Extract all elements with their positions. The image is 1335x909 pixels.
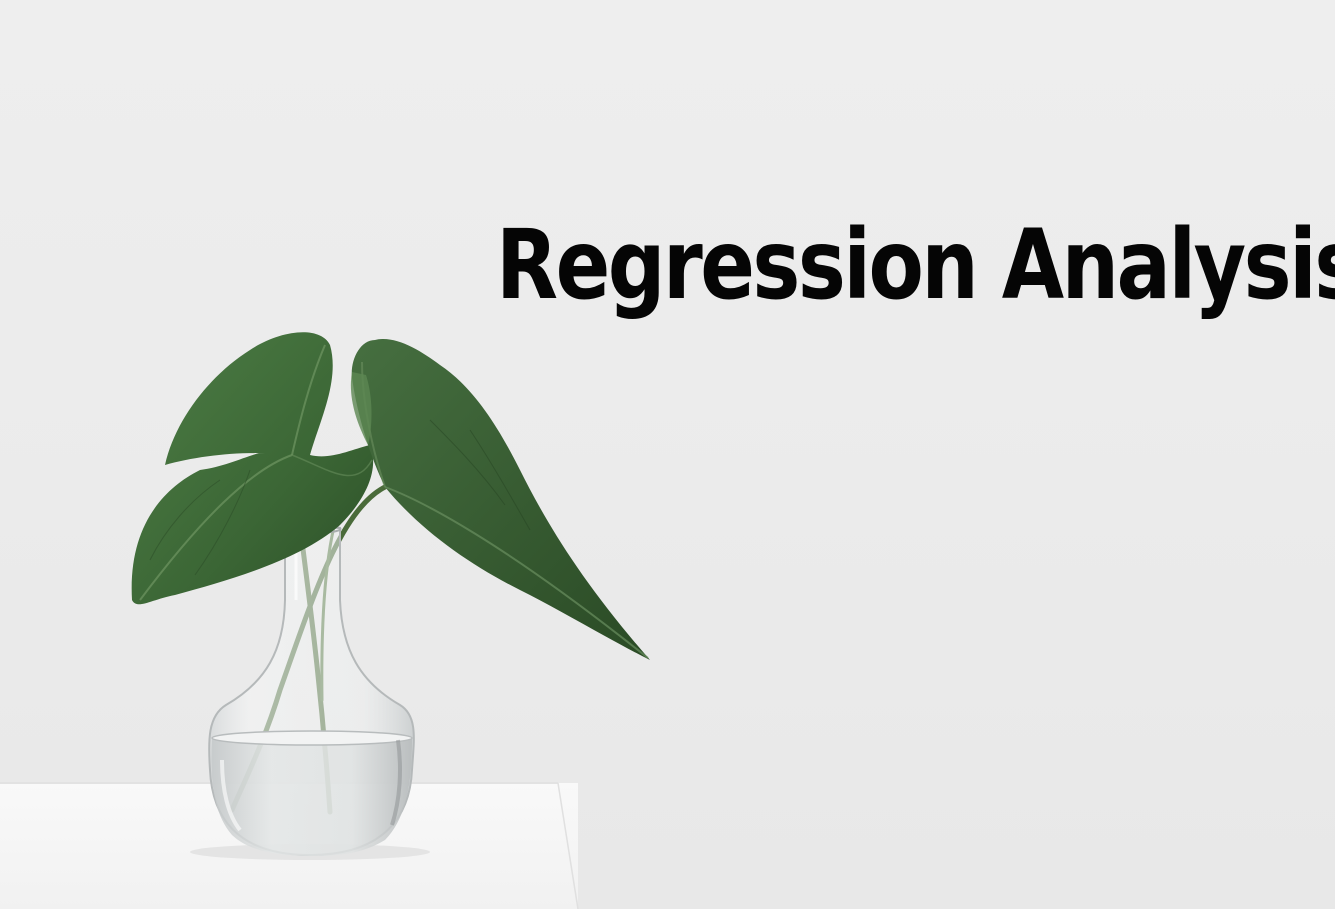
right-leaf — [350, 339, 650, 660]
glass-vase — [208, 524, 415, 857]
left-leaf — [131, 332, 374, 605]
page-title: Regression Analysis — [496, 209, 1335, 321]
